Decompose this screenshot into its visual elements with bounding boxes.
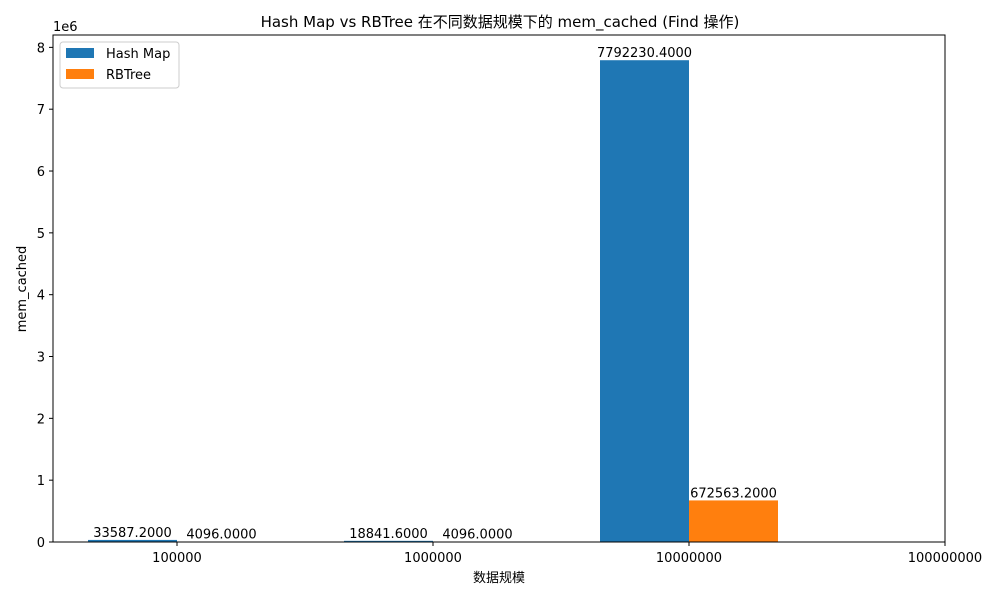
data-label-rbtree: 672563.2000 [690,486,777,501]
x-axis-label: 数据规模 [473,571,525,586]
y-tick-label: 0 [37,536,45,551]
x-tick-label: 1000000 [404,551,462,566]
legend-swatch-hash-map [66,48,94,58]
bar-hash-map [600,60,689,542]
legend-label-hash-map: Hash Map [106,47,170,62]
plot-frame [52,34,946,543]
chart-title: Hash Map vs RBTree 在不同数据规模下的 mem_cached … [261,13,740,32]
y-tick-label: 4 [37,289,45,304]
legend: Hash Map RBTree [59,41,180,89]
y-tick-label: 5 [37,227,45,242]
plot-area [53,35,945,542]
data-labels-layer: 33587.2000 18841.6000 7792230.4000 4096.000… [93,46,777,542]
bar-rbtree [689,500,778,542]
y-tick-label: 7 [37,103,45,118]
x-tick-label: 10000000 [656,551,722,566]
y-tick-label: 2 [37,412,45,427]
data-label-rbtree: 4096.0000 [186,528,256,543]
data-label-hash-map: 7792230.4000 [597,46,692,61]
data-label-rbtree: 4096.0000 [442,528,512,543]
y-tick-label: 1 [37,474,45,489]
y-axis-label: mem_cached [15,246,30,333]
bar-hash-map [88,539,177,542]
y-offset-label: 1e6 [53,20,78,35]
y-axis: 0 1 2 3 4 5 6 7 8 [37,41,53,551]
bar-hash-map [344,540,433,542]
legend-label-rbtree: RBTree [106,68,151,83]
data-label-hash-map: 33587.2000 [93,526,172,541]
legend-swatch-rbtree [66,69,94,79]
data-label-hash-map: 18841.6000 [349,527,428,542]
x-tick-label: 100000 [152,551,202,566]
y-tick-label: 8 [37,41,45,56]
y-tick-label: 6 [37,165,45,180]
x-axis: 100000 1000000 10000000 100000000 [152,542,982,566]
y-tick-label: 3 [37,351,45,366]
x-tick-label: 100000000 [908,551,982,566]
bars-layer [88,60,778,542]
